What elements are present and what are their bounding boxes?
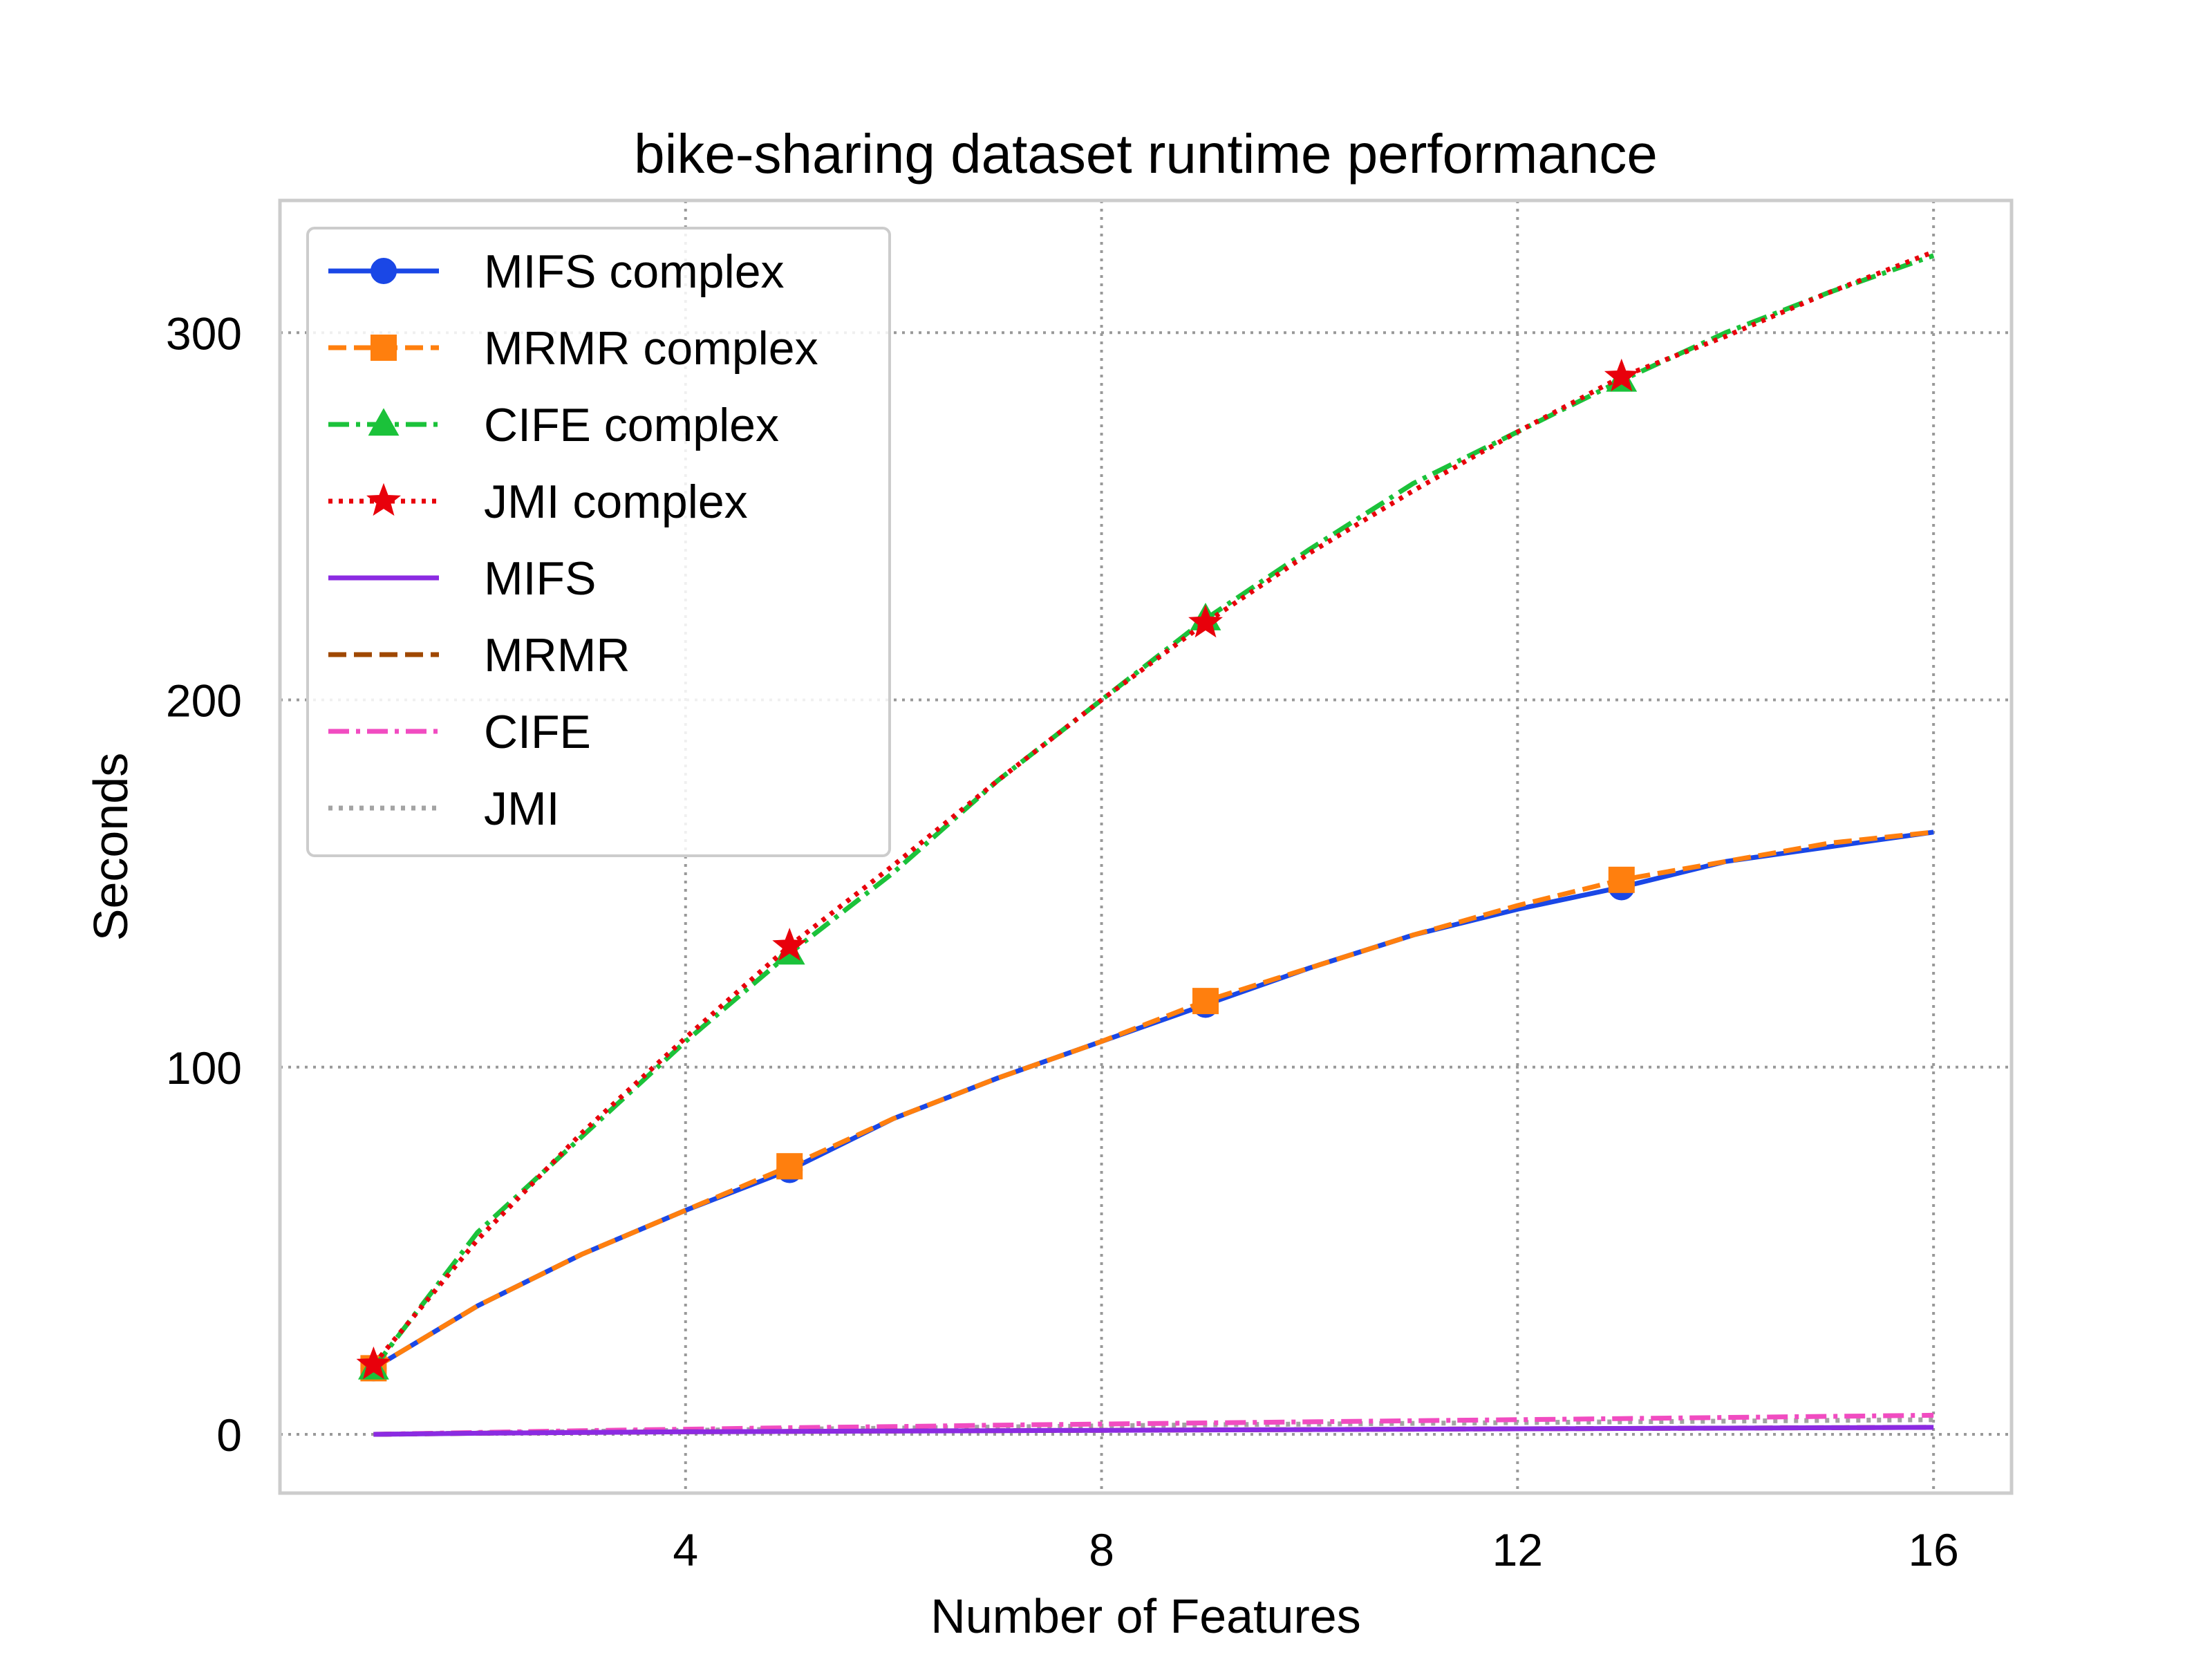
legend-item-jmi-complex: JMI complex [328,476,748,528]
legend-label-mifs: MIFS [484,552,596,605]
chart-title: bike-sharing dataset runtime performance [634,123,1658,185]
y-tick-label: 300 [166,308,242,359]
plot-frame [278,198,2014,1495]
x-tick-label: 16 [1908,1524,1958,1575]
legend-item-mrmr: MRMR [328,629,630,682]
data-point-jmi-complex [1188,604,1223,638]
series-mifs [373,1425,1934,1437]
legend-marker-cife-complex [368,408,400,436]
legend-marker-jmi-complex [366,482,401,516]
y-tick-label: 200 [166,675,242,727]
legend-label-mrmr: MRMR [484,629,630,682]
legend-item-cife-complex: CIFE complex [328,399,779,451]
y-axis-label: Seconds [84,753,138,941]
series-line-cife-complex [371,253,1935,1370]
legend-box [306,227,891,857]
y-tick-label: 100 [166,1042,242,1094]
legend-label-jmi: JMI [484,782,560,835]
x-tick-label: 8 [1089,1524,1114,1575]
data-point-jmi-complex [1604,358,1639,392]
legend-item-mifs-complex: MIFS complex [328,245,785,298]
data-point-jmi-complex [356,1346,391,1380]
legend-marker-mifs-complex [371,258,397,284]
legend: MIFS complex MRMR complex CIFE complex JMI … [306,227,891,857]
legend-item-mifs: MIFS [328,552,596,605]
plot-series [356,250,1935,1437]
data-point-jmi-complex [772,928,807,961]
legend-label-cife-complex: CIFE complex [484,399,779,451]
y-tick-label: 0 [216,1409,242,1461]
x-tick-label: 4 [673,1524,698,1575]
data-point-mrmr-complex [1608,866,1635,893]
legend-label-mifs-complex: MIFS complex [484,245,785,298]
legend-item-mrmr-complex: MRMR complex [328,322,818,375]
legend-item-jmi: JMI [328,782,560,835]
legend-label-cife: CIFE [484,706,591,758]
tick-labels: 4 8 12 16 0 100 200 300 [166,308,1959,1575]
legend-label-mrmr-complex: MRMR complex [484,322,818,375]
series-line-mifs [373,1425,1934,1437]
x-axis-label: Number of Features [930,1589,1360,1643]
series-line-mrmr-complex [372,830,1934,1371]
legend-marker-mrmr-complex [371,335,397,361]
data-point-mrmr-complex [1192,988,1219,1015]
x-tick-label: 12 [1492,1524,1543,1575]
data-point-mrmr-complex [776,1153,803,1180]
legend-item-cife: CIFE [328,706,591,758]
series-jmi-complex [356,250,1935,1380]
legend-label-jmi-complex: JMI complex [484,476,748,528]
